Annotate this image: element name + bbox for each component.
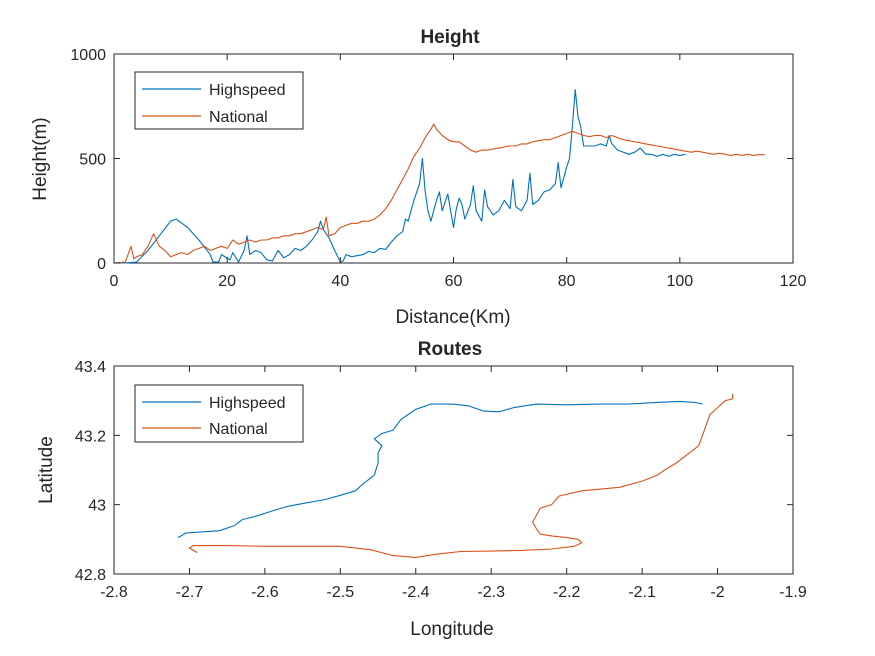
height-y-tick-label: 0 [97, 256, 106, 273]
height-x-tick-label: 120 [780, 273, 807, 290]
routes-x-tick-label: -2.3 [477, 584, 505, 601]
routes-x-tick-label: -1.9 [779, 584, 807, 601]
height-chart: Height 0 20 40 60 80 100 120 0 500 1000 Distance(… [30, 27, 806, 328]
height-x-tick-label: 0 [110, 273, 119, 290]
routes-y-tick-label: 43.2 [75, 428, 106, 445]
height-axis-ticks: 0 20 40 60 80 100 120 0 500 1000 [70, 47, 806, 290]
height-legend-label-highspeed: Highspeed [209, 82, 286, 99]
routes-x-tick-label: -2.7 [176, 584, 204, 601]
height-x-tick-label: 40 [331, 273, 349, 290]
height-x-tick-label: 80 [558, 273, 576, 290]
routes-x-tick-label: -2 [710, 584, 724, 601]
height-y-tick-label: 1000 [70, 47, 106, 64]
routes-legend-label-national: National [209, 421, 268, 438]
height-series-line-highspeed [114, 88, 686, 264]
routes-x-tick-label: -2.2 [553, 584, 581, 601]
routes-x-tick-label: -2.5 [327, 584, 355, 601]
routes-series-line-national [188, 393, 734, 558]
routes-x-tick-label: -2.1 [628, 584, 656, 601]
routes-legend: Highspeed National [134, 384, 304, 443]
height-x-tick-label: 60 [445, 273, 463, 290]
routes-y-axis-label: Latitude [36, 436, 57, 504]
routes-legend-label-highspeed: Highspeed [209, 395, 286, 412]
routes-y-tick-label: 42.8 [75, 567, 106, 584]
routes-x-tick-label: -2.8 [100, 584, 128, 601]
routes-chart-title: Routes [418, 339, 482, 360]
routes-x-axis-label: Longitude [410, 619, 493, 640]
routes-series-line-highspeed [177, 400, 703, 539]
height-legend: Highspeed National [134, 71, 304, 130]
height-legend-box [134, 71, 304, 130]
height-series-line-national [113, 123, 765, 264]
height-x-axis-label: Distance(Km) [395, 307, 510, 328]
height-y-tick-label: 500 [79, 152, 106, 169]
height-chart-title: Height [420, 27, 480, 48]
height-legend-label-national: National [209, 109, 268, 126]
height-x-tick-label: 20 [218, 273, 236, 290]
routes-y-tick-label: 43.4 [75, 359, 106, 376]
height-series-group [113, 88, 765, 264]
routes-legend-box [134, 384, 304, 443]
routes-axis-ticks: -2.8 -2.7 -2.6 -2.5 -2.4 -2.3 -2.2 -2.1 -2 -1.9 42… [75, 359, 807, 601]
routes-y-tick-label: 43 [88, 498, 106, 515]
routes-x-tick-label: -2.4 [402, 584, 430, 601]
height-y-axis-label: Height(m) [30, 117, 51, 200]
routes-chart: Routes -2.8 -2.7 -2.6 -2.5 -2.4 -2.3 -2.2 -2.1-… [36, 339, 807, 640]
height-x-tick-label: 100 [666, 273, 693, 290]
routes-x-tick-label: -2.6 [251, 584, 279, 601]
routes-series-group [177, 393, 734, 558]
